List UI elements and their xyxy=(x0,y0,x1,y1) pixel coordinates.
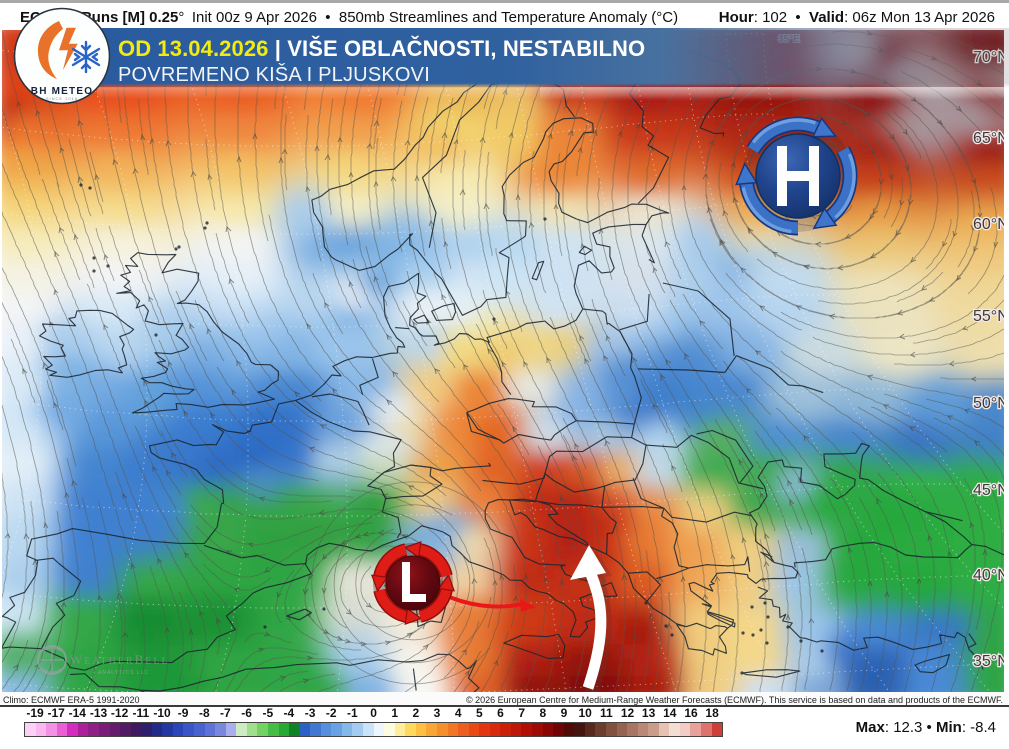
svg-text:WEATHERBELL: WEATHERBELL xyxy=(70,652,170,667)
svg-text:65°N: 65°N xyxy=(973,130,1009,147)
svg-text:BH METEO: BH METEO xyxy=(31,86,93,97)
svg-text:SINCE 2016: SINCE 2016 xyxy=(46,96,78,101)
svg-text:ANALYTICS LLC: ANALYTICS LLC xyxy=(98,670,149,676)
svg-text:60°N: 60°N xyxy=(973,216,1009,233)
svg-text:35°N: 35°N xyxy=(973,653,1009,670)
svg-text:40°N: 40°N xyxy=(973,567,1009,584)
svg-text:55°N: 55°N xyxy=(973,308,1009,325)
svg-text:50°N: 50°N xyxy=(973,395,1009,412)
svg-text:45°N: 45°N xyxy=(973,482,1009,499)
